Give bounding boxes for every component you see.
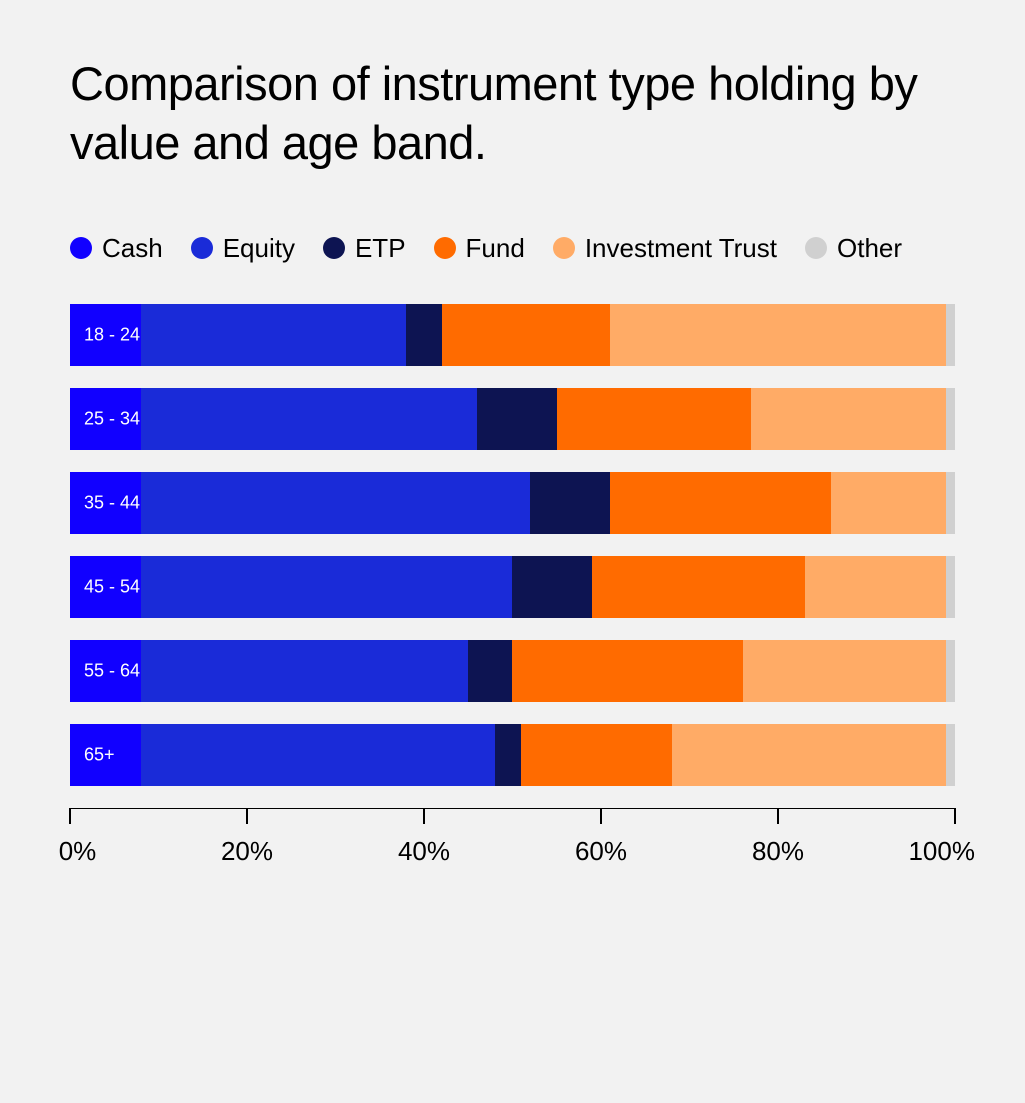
bar-segment: [477, 388, 557, 450]
axis-tick-label: 80%: [752, 836, 804, 867]
axis-tick: [600, 808, 602, 824]
legend-swatch: [323, 237, 345, 259]
bar-segment: [530, 472, 610, 534]
chart-legend: Cash Equity ETP Fund Investment Trust Other: [70, 233, 955, 264]
bar-segment: [141, 724, 495, 786]
bar-segment: [946, 472, 955, 534]
bar-segment: [521, 724, 671, 786]
axis-tick: [423, 808, 425, 824]
bar-segment: [610, 304, 946, 366]
bar-segment: [512, 556, 592, 618]
bar-segment: [592, 556, 804, 618]
bar-segment: [610, 472, 831, 534]
axis-tick-label: 40%: [398, 836, 450, 867]
bar-segment: [141, 304, 407, 366]
legend-swatch: [805, 237, 827, 259]
x-axis-line: [70, 808, 955, 810]
bar-segment: [743, 640, 947, 702]
legend-swatch: [70, 237, 92, 259]
bar-segment: [141, 388, 477, 450]
bar-category-label: 45 - 54: [84, 576, 140, 597]
bar-row: 18 - 24: [70, 304, 955, 366]
bar-category-label: 55 - 64: [84, 660, 140, 681]
bar-segment: [442, 304, 610, 366]
bar-segment: [141, 640, 468, 702]
bar-row: 45 - 54: [70, 556, 955, 618]
bar-row: 65+: [70, 724, 955, 786]
legend-item: ETP: [323, 233, 406, 264]
bar-segment: [468, 640, 512, 702]
bar-segment: [946, 388, 955, 450]
axis-tick-label: 100%: [908, 836, 975, 867]
bar-segment: [751, 388, 946, 450]
legend-swatch: [191, 237, 213, 259]
legend-item: Investment Trust: [553, 233, 777, 264]
axis-tick-label: 0%: [59, 836, 97, 867]
legend-item: Cash: [70, 233, 163, 264]
bar-segment: [672, 724, 946, 786]
bar-category-label: 18 - 24: [84, 324, 140, 345]
legend-item: Fund: [434, 233, 525, 264]
legend-label: ETP: [355, 233, 406, 264]
legend-label: Cash: [102, 233, 163, 264]
bar-segment: [406, 304, 441, 366]
bar-category-label: 25 - 34: [84, 408, 140, 429]
bar-row: 25 - 34: [70, 388, 955, 450]
legend-label: Other: [837, 233, 902, 264]
bar-segment: [946, 640, 955, 702]
stacked-bar-chart: 18 - 24 25 - 34 35 - 44 45 - 54 55 - 64 65+: [70, 304, 955, 786]
bar-segment: [495, 724, 522, 786]
bar-category-label: 65+: [84, 744, 115, 765]
legend-label: Fund: [466, 233, 525, 264]
bar-category-label: 35 - 44: [84, 492, 140, 513]
axis-tick-label: 20%: [221, 836, 273, 867]
axis-tick: [69, 808, 71, 824]
axis-tick: [246, 808, 248, 824]
bar-segment: [557, 388, 752, 450]
legend-label: Investment Trust: [585, 233, 777, 264]
bar-segment: [805, 556, 947, 618]
chart-title: Comparison of instrument type holding by…: [70, 55, 955, 173]
bar-segment: [946, 556, 955, 618]
legend-item: Other: [805, 233, 902, 264]
bar-segment: [946, 304, 955, 366]
axis-tick-label: 60%: [575, 836, 627, 867]
bar-segment: [831, 472, 946, 534]
x-axis: 0%20%40%60%80%100%: [70, 808, 955, 878]
bar-row: 35 - 44: [70, 472, 955, 534]
bar-segment: [512, 640, 742, 702]
bar-segment: [141, 556, 513, 618]
bar-segment: [946, 724, 955, 786]
bar-segment: [141, 472, 530, 534]
axis-tick: [954, 808, 956, 824]
axis-tick: [777, 808, 779, 824]
legend-item: Equity: [191, 233, 295, 264]
bar-row: 55 - 64: [70, 640, 955, 702]
legend-label: Equity: [223, 233, 295, 264]
legend-swatch: [553, 237, 575, 259]
legend-swatch: [434, 237, 456, 259]
